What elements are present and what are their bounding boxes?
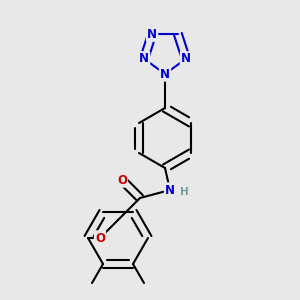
Text: N: N: [160, 68, 170, 80]
Text: N: N: [165, 184, 175, 196]
Text: O: O: [95, 232, 105, 244]
Text: O: O: [117, 173, 127, 187]
Text: N: N: [181, 52, 191, 65]
Text: H: H: [180, 187, 188, 197]
Text: N: N: [147, 28, 157, 41]
Text: N: N: [139, 52, 149, 65]
